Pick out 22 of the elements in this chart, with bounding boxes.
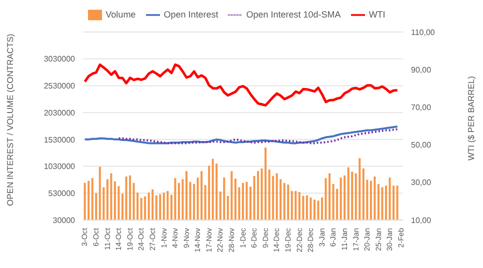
y2-axis-title: WTI ($ PER BARREL): [466, 76, 476, 161]
line-series: [84, 126, 398, 144]
y-tick-label: 2030000: [44, 108, 76, 118]
y-tick-label: 1530000: [44, 135, 76, 144]
y2-tick-label: 90,00: [411, 65, 432, 74]
y2-tick-label: 10,00: [411, 216, 432, 225]
legend-label: Volume: [106, 9, 136, 20]
y-tick-label: 3030000: [44, 54, 76, 64]
y-tick-label: 1030000: [44, 162, 76, 172]
y2-tick-label: 50,00: [411, 140, 432, 150]
y-tick-label: 530000: [48, 188, 76, 198]
y-tick-label: 30000: [52, 216, 76, 225]
line-series: [118, 128, 398, 144]
y-tick-label: 2530000: [44, 82, 76, 91]
legend-label: WTI: [368, 9, 386, 20]
y2-tick-label: 70,00: [411, 103, 432, 112]
y-axis-title: OPEN INTEREST / VOLUME (CONTRACTS): [5, 34, 16, 206]
y2-tick-label: 110,00: [411, 28, 436, 37]
line-series: [84, 63, 399, 107]
legend-label: Open Interest: [164, 9, 218, 20]
legend-label: Open Interest 10d-SMA: [246, 9, 341, 20]
y2-tick-label: 30,00: [411, 178, 432, 188]
